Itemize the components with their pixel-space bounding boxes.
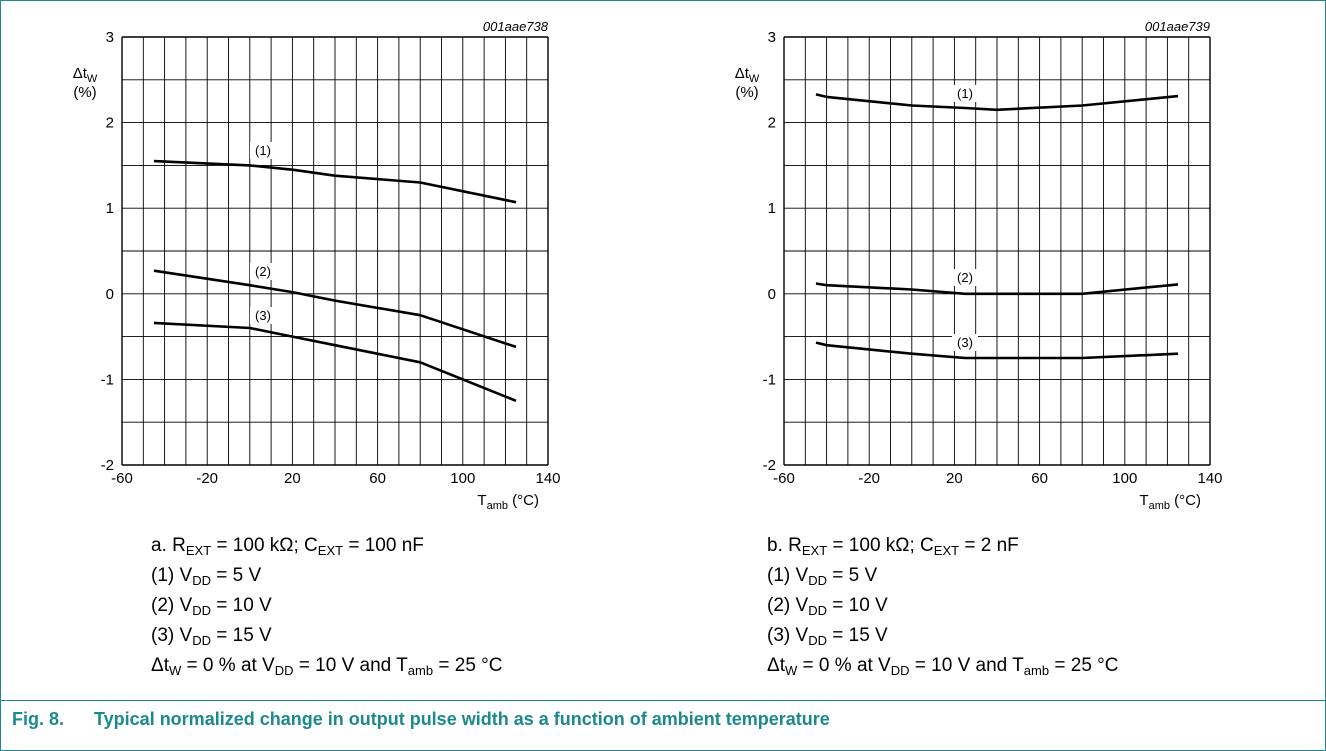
x-tick-label: 60 xyxy=(369,470,386,487)
x-tick-label: 20 xyxy=(946,470,963,487)
x-tick-label: -60 xyxy=(111,470,133,487)
panel-b-conditions: b. REXT = 100 kΩ; CEXT = 2 nF xyxy=(767,535,1019,558)
y-axis-unit: (%) xyxy=(73,84,96,101)
x-tick-label: -20 xyxy=(858,470,880,487)
y-tick-label: 1 xyxy=(768,200,776,217)
panel-a-note-2: (2) VDD = 10 V xyxy=(151,595,272,618)
series-line-2 xyxy=(815,282,1179,296)
panel-a-conditions: a. REXT = 100 kΩ; CEXT = 100 nF xyxy=(151,535,424,558)
y-axis-label: ΔtW xyxy=(735,65,760,85)
y-tick-label: -2 xyxy=(763,457,776,474)
panel-b-reference: ΔtW = 0 % at VDD = 10 V and Tamb = 25 °C xyxy=(767,655,1119,678)
panel-a-note-3: (3) VDD = 15 V xyxy=(151,625,272,648)
x-axis-label: Tamb (°C) xyxy=(477,492,539,512)
panel-a-notes: a. REXT = 100 kΩ; CEXT = 100 nF (1) VDD … xyxy=(151,531,502,681)
y-tick-label: 3 xyxy=(768,29,776,46)
y-tick-label: -1 xyxy=(763,371,776,388)
series-label-2: (2) xyxy=(255,264,271,279)
series-label-3: (3) xyxy=(957,335,973,350)
series-label-background xyxy=(952,334,978,351)
y-tick-label: 0 xyxy=(768,286,776,303)
y-tick-label: 1 xyxy=(106,200,114,217)
figure-id: 001aae738 xyxy=(483,19,549,34)
y-tick-label: -2 xyxy=(101,457,114,474)
caption-divider xyxy=(0,700,1326,701)
series-label-background xyxy=(952,85,978,102)
figure-caption-text: Typical normalized change in output puls… xyxy=(94,709,830,729)
series-label-background xyxy=(250,142,276,159)
series-line-1 xyxy=(815,93,1179,112)
panel-a-reference: ΔtW = 0 % at VDD = 10 V and Tamb = 25 °C xyxy=(151,655,503,678)
series-label-background xyxy=(250,263,276,280)
y-tick-label: -1 xyxy=(101,371,114,388)
x-axis-label: Tamb (°C) xyxy=(1139,492,1201,512)
panel-b-notes: b. REXT = 100 kΩ; CEXT = 2 nF (1) VDD = … xyxy=(767,531,1118,681)
x-tick-label: 60 xyxy=(1031,470,1048,487)
x-tick-label: 140 xyxy=(535,470,560,487)
figure-id: 001aae739 xyxy=(1145,19,1210,34)
x-tick-label: -20 xyxy=(196,470,218,487)
figure-caption: Fig. 8. Typical normalized change in outp… xyxy=(12,709,830,730)
series-label-2: (2) xyxy=(957,270,973,285)
x-tick-label: 100 xyxy=(450,470,475,487)
x-tick-label: -60 xyxy=(773,470,795,487)
y-tick-label: 0 xyxy=(106,286,114,303)
series-line-3 xyxy=(153,321,517,403)
panel-b-note-1: (1) VDD = 5 V xyxy=(767,565,878,588)
x-tick-label: 20 xyxy=(284,470,301,487)
panel-a-note-1: (1) VDD = 5 V xyxy=(151,565,262,588)
figure-number: Fig. 8. xyxy=(12,709,65,729)
y-axis-unit: (%) xyxy=(735,84,758,101)
panel-b-note-2: (2) VDD = 10 V xyxy=(767,595,888,618)
series-line-2 xyxy=(153,269,517,349)
y-tick-label: 2 xyxy=(768,115,776,132)
y-axis-label: ΔtW xyxy=(73,65,98,85)
y-tick-label: 3 xyxy=(106,29,114,46)
series-label-1: (1) xyxy=(957,86,973,101)
series-label-background xyxy=(952,269,978,286)
series-line-3 xyxy=(815,341,1179,360)
series-line-1 xyxy=(153,159,517,204)
x-tick-label: 100 xyxy=(1112,470,1137,487)
x-tick-label: 140 xyxy=(1197,470,1222,487)
series-label-3: (3) xyxy=(255,308,271,323)
series-label-background xyxy=(250,307,276,324)
series-label-1: (1) xyxy=(255,143,271,158)
panel-b-note-3: (3) VDD = 15 V xyxy=(767,625,888,648)
y-tick-label: 2 xyxy=(106,115,114,132)
chart-panel-a: -2 -1 0 1 2 3 -60 -20 20 60 100 140 ΔtW(%) Tamb (°C) 0… xyxy=(73,19,561,512)
chart-panel-b: -2 -1 0 1 2 3 -60 -20 20 60 100 140 ΔtW(%) Tamb (°C) 0… xyxy=(735,19,1223,512)
